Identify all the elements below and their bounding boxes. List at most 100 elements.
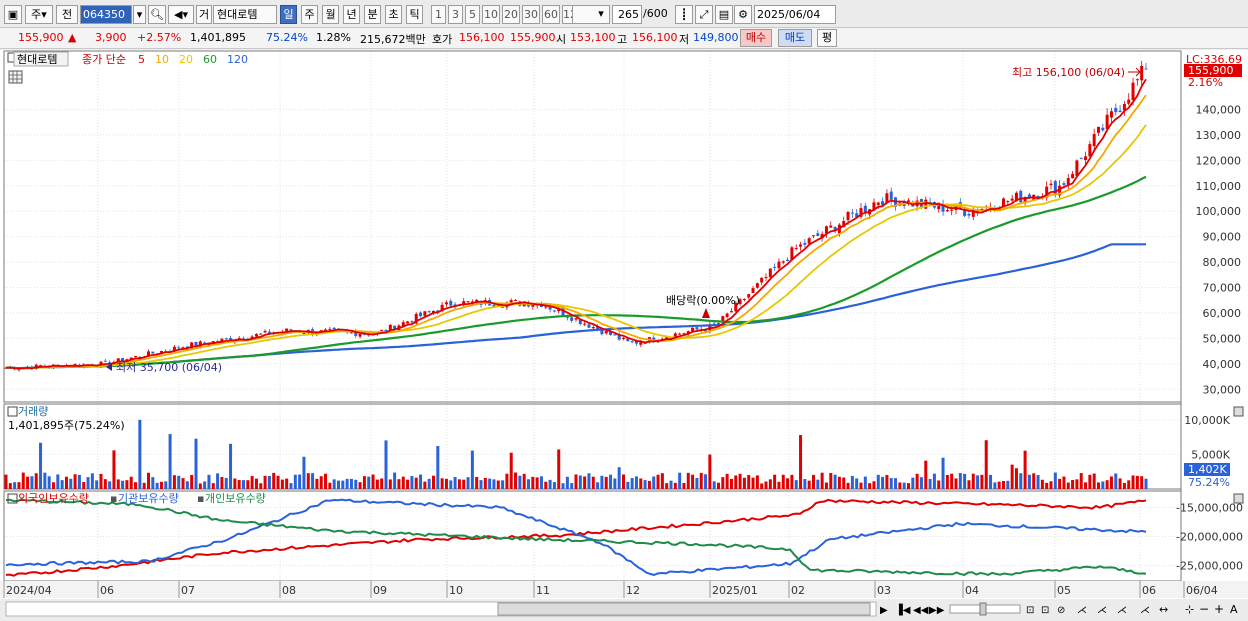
candle-body [626,338,630,342]
overlay-icon[interactable]: ⊡ [1041,605,1049,616]
volume-close-icon[interactable] [1233,406,1244,417]
volume-bar [267,476,271,489]
period-tab-4[interactable]: 분 [364,5,381,24]
volume-bar [712,481,716,489]
volume-tag: 1,402K [1188,463,1227,476]
volume-bar [21,472,25,489]
candle-body [816,233,820,236]
candle-body [254,334,258,337]
holdings-toggle-icon[interactable] [7,493,18,504]
save-icon[interactable]: ▤ [715,5,733,24]
count-input[interactable]: 265 [612,5,642,24]
period-tab-2[interactable]: 월 [322,5,339,24]
auto-scale-icon[interactable]: A [1230,603,1238,616]
volume-bar [95,480,99,489]
grid-table-icon[interactable] [8,70,23,84]
scroll-next-icon[interactable]: ▶▶ [929,605,945,616]
volume-bar [665,483,669,489]
candle-body [755,283,759,288]
zoom-out-icon[interactable]: − [1199,602,1209,616]
shrink-icon[interactable]: ↔ [1159,603,1168,616]
time-tick-label: 06 [1142,584,1156,597]
candle-body [1027,194,1031,199]
volume-bar [129,476,133,489]
volume-bar [816,479,820,489]
range-tab-3[interactable]: 3 [448,5,463,24]
volume-bar [185,481,189,489]
candle-body [134,355,138,358]
zoom-slider-handle[interactable] [979,602,987,616]
period-tab-5[interactable]: 초 [385,5,402,24]
volume-bar [850,476,854,489]
volume-bar [786,478,790,489]
lc-label: LC:336.69 [1186,53,1242,66]
chart-type-icon[interactable]: ▣ [4,5,22,24]
date-input[interactable]: 2025/06/04 [754,5,836,24]
candle-icon[interactable]: ┋ [675,5,693,24]
range-tab-30[interactable]: 30 [522,5,540,24]
zoom-icon[interactable]: ⤢ [695,5,713,24]
range-tab-5[interactable]: 5 [465,5,480,24]
code-dropdown-icon[interactable]: ▾ [133,5,146,24]
stock-name[interactable]: 현대로템 [213,5,277,24]
volume-bar [613,478,617,489]
candle-body [634,341,638,344]
ref-select[interactable]: 전 [56,5,78,24]
volume-bar [1036,475,1040,489]
volume-bar [669,480,673,489]
gear-icon[interactable]: ⚙ [734,5,752,24]
trend-tool-icon[interactable]: ⋌ [1077,605,1087,616]
holdings-close-icon[interactable] [1233,493,1244,504]
speaker-icon[interactable]: ◀▾ [168,5,194,24]
legend-name-box[interactable] [13,51,69,67]
candle-body [600,330,604,335]
code-input[interactable]: 064350 [80,5,132,24]
volume-bar [919,477,923,489]
range-tab-20[interactable]: 20 [502,5,520,24]
scroll-first-icon[interactable]: ▐◀ [895,603,911,616]
volume-bar [889,478,893,489]
moving-average-lines [5,78,1147,370]
time-tick-label: 11 [536,584,550,597]
volume-bar [151,477,155,489]
unit-dropdown-icon[interactable]: ▾ [598,7,604,20]
fib-tool-icon[interactable]: ⋌ [1097,605,1107,616]
holdings-line-0 [5,498,1147,577]
range-tab-1[interactable]: 1 [431,5,446,24]
range-tab-10[interactable]: 10 [482,5,500,24]
buy-button[interactable]: 매수 [740,29,772,47]
period-tab-1[interactable]: 주 [301,5,318,24]
legend-ma-20: 20 [179,53,193,66]
unit-select[interactable] [572,5,610,24]
eval-button[interactable]: 평 [817,29,837,47]
volume-toggle-icon[interactable] [7,406,18,417]
scroll-right-icon[interactable]: ▶ [880,605,888,616]
quote-bar: 155,900 ▲ 3,900 +2.57% 1,401,895 75.24% … [0,28,1248,49]
compare-icon[interactable]: ⊡ [1026,605,1034,616]
period-tab-3[interactable]: 년 [343,5,360,24]
volume-bar [406,479,410,489]
volume-bar [453,477,457,489]
erase-tool-icon[interactable]: ⋌ [1140,605,1150,616]
candle-body [190,342,194,349]
volume-bar [337,480,340,489]
volume-bar [375,479,379,489]
scroll-prev-icon[interactable]: ◀◀ [913,605,929,616]
volume-bar [505,473,509,489]
period-tab-0[interactable]: 일 [280,5,297,24]
candle-body [436,310,440,312]
zoom-in-icon[interactable]: + [1214,602,1224,616]
crosshair-icon[interactable]: ⊹ [1185,603,1194,616]
range-tab-60[interactable]: 60 [542,5,560,24]
candle-body [1097,126,1100,133]
volume-bar [824,482,828,489]
candle-body [729,311,733,313]
period-tab-6[interactable]: 틱 [406,5,423,24]
scrollbar-thumb[interactable] [497,602,871,616]
draw-tool-icon[interactable]: ⋌ [1117,605,1127,616]
mode-select[interactable]: 주▾ [25,5,53,24]
search-icon[interactable]: 🔍︎ [148,5,166,24]
line-tool-icon[interactable]: ⊘ [1057,605,1065,616]
chart-area[interactable]: 30,000 40,000 50,000 60,000 70,000 80,000 90,0… [0,50,1248,621]
sell-button[interactable]: 매도 [778,29,812,47]
